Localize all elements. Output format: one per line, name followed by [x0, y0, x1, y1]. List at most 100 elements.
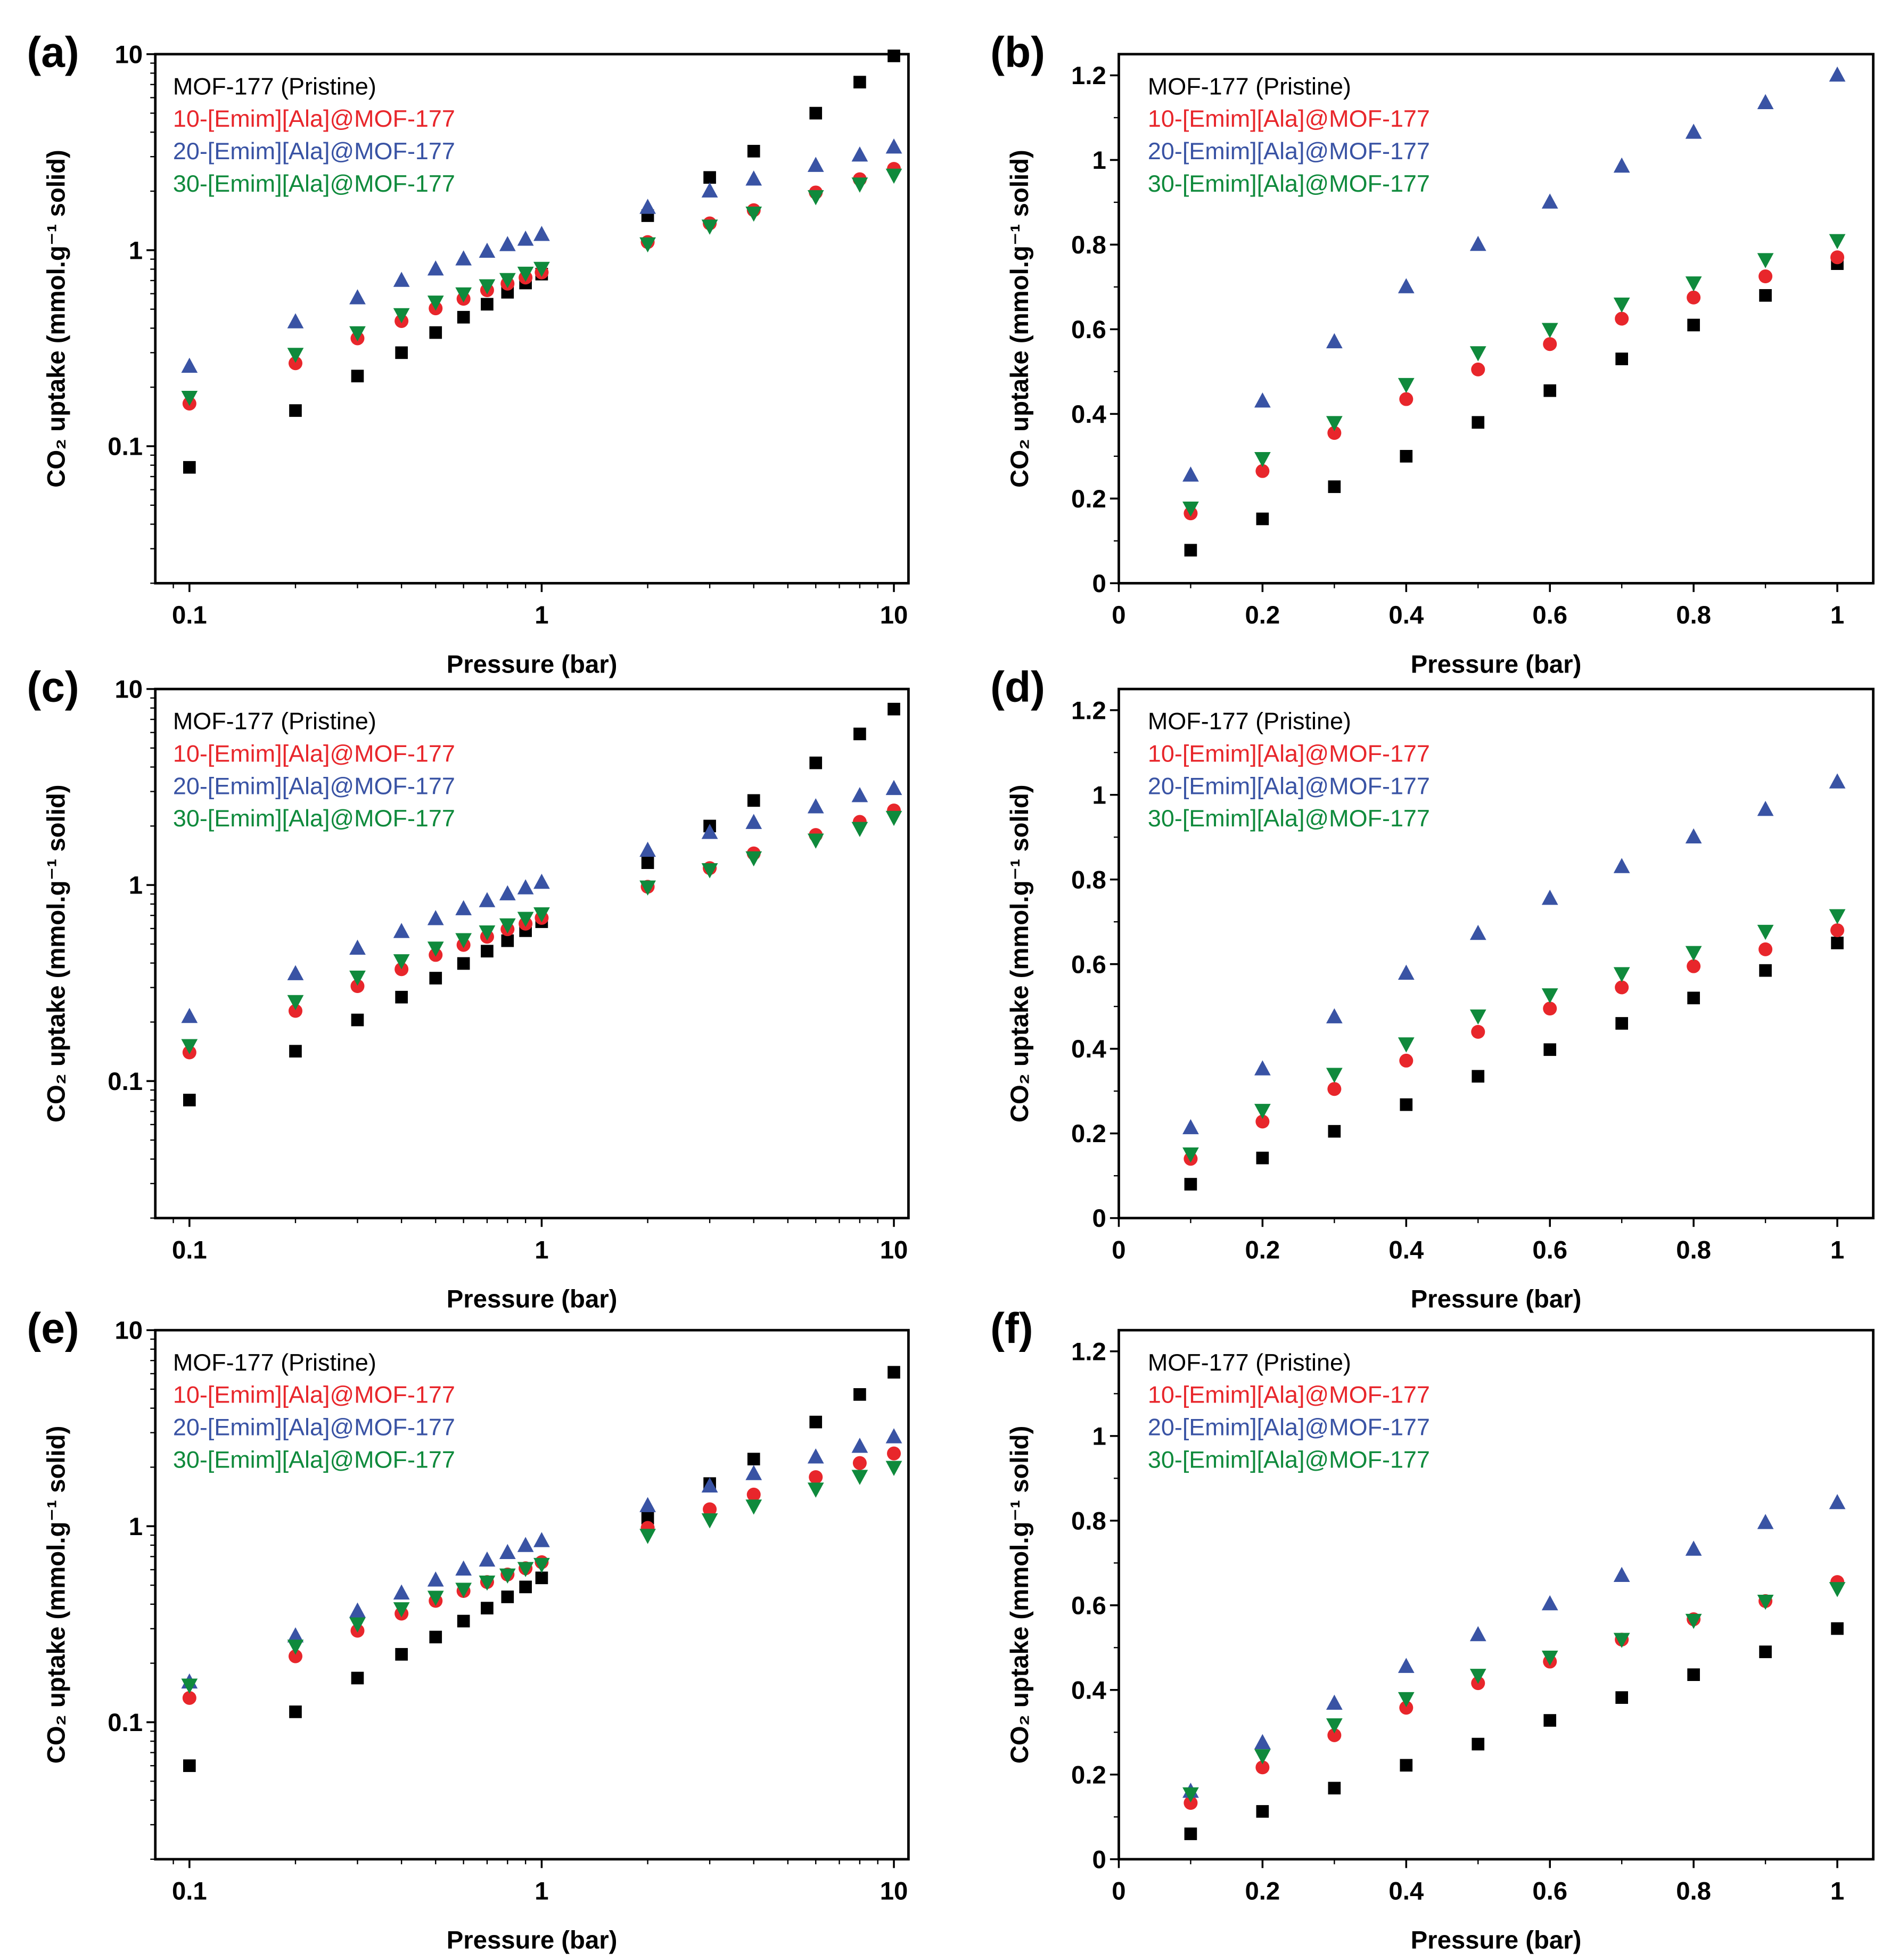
data-point-triangle-down	[701, 863, 718, 879]
data-point-circle	[1255, 464, 1270, 478]
data-point-triangle-down	[701, 219, 718, 235]
data-point-triangle-down	[1613, 1633, 1630, 1648]
data-point-triangle-down	[455, 1582, 472, 1598]
panel-label: (e)	[27, 1305, 79, 1352]
data-point-square	[1472, 1737, 1485, 1751]
y-tick-label: 10	[114, 676, 143, 704]
y-axis-label: CO₂ uptake (mmol.g⁻¹ solid)	[42, 1426, 70, 1764]
data-point-circle	[809, 1470, 823, 1485]
data-point-square	[1759, 289, 1772, 302]
data-point-triangle-down	[1685, 1613, 1702, 1629]
legend-entry: 20-[Emim][Ala]@MOF-177	[1148, 772, 1430, 799]
series-2	[1182, 773, 1846, 1135]
data-point-triangle-up	[1326, 1694, 1343, 1710]
data-point-circle	[1399, 1053, 1414, 1068]
data-point-square	[809, 756, 823, 769]
data-point-triangle-up	[885, 138, 902, 154]
x-axis-label: Pressure (bar)	[447, 1926, 618, 1955]
x-tick-label: 0.8	[1676, 1236, 1711, 1264]
series-1	[182, 803, 901, 1060]
panel-c: 0.1 1 10 0.1 1 10 Pressure (bar) CO₂ uptake (mm…	[27, 663, 910, 1314]
x-tick-label: 0.4	[1388, 601, 1424, 629]
y-tick-label: 1	[1092, 781, 1106, 809]
data-point-triangle-up	[517, 879, 534, 895]
data-point-square	[1400, 1098, 1413, 1111]
data-point-triangle-down	[1829, 234, 1846, 250]
x-axis-label: Pressure (bar)	[447, 1285, 618, 1314]
data-point-triangle-up	[1757, 94, 1774, 109]
plot-frame	[154, 53, 910, 585]
data-point-triangle-down	[1685, 946, 1702, 961]
x-tick-label: 1	[1830, 1877, 1844, 1905]
series-1	[1184, 923, 1845, 1166]
data-point-circle	[1758, 269, 1773, 284]
data-point-triangle-down	[639, 237, 656, 253]
x-tick-label: 1	[535, 1877, 548, 1905]
y-tick-label: 0.4	[1071, 1676, 1106, 1704]
plot-frame	[154, 687, 910, 1219]
data-point-triangle-up	[1685, 1540, 1702, 1556]
data-point-triangle-up	[1398, 964, 1415, 980]
data-point-square	[395, 346, 408, 359]
legend-entry: MOF-177 (Pristine)	[173, 708, 376, 735]
data-point-triangle-down	[639, 880, 656, 896]
legend-entry: 30-[Emim][Ala]@MOF-177	[1148, 170, 1430, 197]
plot-frame	[154, 1328, 910, 1861]
data-point-square	[351, 1013, 364, 1027]
x-tick-label: 0.2	[1245, 1877, 1280, 1905]
data-point-triangle-down	[807, 833, 824, 849]
data-point-square	[1831, 1622, 1844, 1635]
data-point-triangle-up	[349, 289, 366, 305]
data-point-triangle-up	[1829, 773, 1846, 789]
data-point-triangle-down	[1757, 924, 1774, 940]
panel-label: (a)	[27, 28, 79, 76]
data-point-triangle-down	[1541, 988, 1558, 1004]
data-point-triangle-up	[1182, 466, 1199, 482]
data-point-square	[429, 1630, 442, 1644]
y-axis-label: CO₂ uptake (mmol.g⁻¹ solid)	[1006, 150, 1034, 488]
data-point-triangle-down	[1254, 452, 1271, 468]
legend-entry: 30-[Emim][Ala]@MOF-177	[173, 1446, 455, 1473]
data-point-square	[703, 171, 716, 184]
x-tick-label: 0.6	[1532, 1877, 1567, 1905]
data-point-triangle-down	[393, 308, 410, 324]
data-point-square	[1543, 1714, 1557, 1727]
data-point-triangle-up	[1326, 333, 1343, 349]
data-point-triangle-up	[479, 892, 496, 907]
data-point-square	[1543, 384, 1557, 397]
data-point-circle	[1830, 923, 1845, 938]
y-axis-label: CO₂ uptake (mmol.g⁻¹ solid)	[42, 150, 70, 488]
panel-label: (c)	[27, 663, 79, 711]
y-tick-label: 1	[1092, 146, 1106, 175]
data-point-triangle-down	[287, 995, 304, 1011]
x-tick-label: 0.6	[1532, 1236, 1567, 1264]
data-point-triangle-down	[1326, 416, 1343, 431]
legend-entry: 20-[Emim][Ala]@MOF-177	[173, 137, 455, 165]
data-point-square	[535, 1571, 548, 1585]
data-point-triangle-up	[745, 1465, 762, 1480]
data-point-square	[1328, 480, 1341, 493]
data-point-square	[1328, 1125, 1341, 1138]
legend-entry: 30-[Emim][Ala]@MOF-177	[1148, 1446, 1430, 1473]
y-tick-label: 0.8	[1071, 866, 1106, 894]
data-point-triangle-up	[1757, 801, 1774, 816]
data-point-triangle-down	[393, 954, 410, 970]
plot-frame	[1117, 687, 1875, 1219]
series-3	[181, 168, 902, 406]
data-point-triangle-up	[1613, 858, 1630, 873]
y-tick-label: 1.2	[1071, 1338, 1106, 1366]
data-point-triangle-down	[499, 1568, 516, 1584]
y-axis-label: CO₂ uptake (mmol.g⁻¹ solid)	[42, 785, 70, 1123]
data-point-circle	[746, 1487, 761, 1502]
y-tick-label: 1	[129, 236, 143, 265]
data-point-triangle-up	[1182, 1119, 1199, 1135]
data-point-triangle-down	[885, 168, 902, 184]
data-point-triangle-up	[455, 900, 472, 915]
data-point-triangle-down	[1398, 1037, 1415, 1053]
data-point-square	[747, 1453, 760, 1466]
y-tick-label: 1	[129, 872, 143, 900]
y-tick-label: 0.1	[108, 433, 143, 461]
series-3	[1182, 909, 1846, 1163]
data-point-circle	[1327, 426, 1342, 440]
data-point-circle	[852, 1456, 867, 1470]
